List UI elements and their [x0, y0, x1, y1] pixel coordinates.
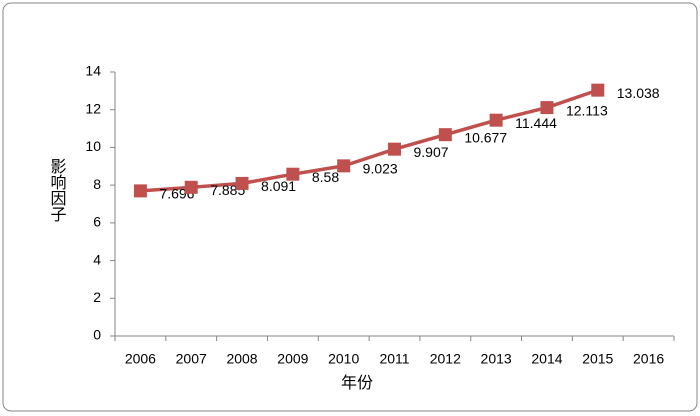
- x-tick-label: 2010: [328, 351, 359, 367]
- data-point: [337, 159, 351, 173]
- data-label: 9.907: [414, 144, 449, 160]
- data-label: 13.038: [617, 85, 660, 101]
- data-point: [133, 184, 147, 198]
- y-tick-label: 6: [93, 214, 101, 230]
- x-tick-label: 2012: [430, 351, 461, 367]
- data-label: 8.58: [312, 169, 339, 185]
- data-point: [489, 113, 503, 127]
- chart-border: [2, 2, 698, 412]
- data-label: 8.091: [261, 178, 296, 194]
- y-tick-label: 0: [93, 327, 101, 343]
- x-tick-label: 2011: [379, 351, 409, 367]
- data-point: [540, 101, 554, 115]
- x-tick-label: 2008: [226, 351, 257, 367]
- data-point: [184, 180, 198, 194]
- data-point: [286, 167, 300, 181]
- x-tick-label: 2015: [582, 351, 613, 367]
- y-tick-label: 2: [93, 289, 101, 305]
- y-tick-label: 4: [93, 251, 101, 267]
- x-tick-label: 2014: [531, 351, 562, 367]
- data-point: [388, 142, 401, 156]
- y-tick-label: 10: [85, 138, 101, 154]
- data-label: 10.677: [464, 129, 507, 145]
- x-tick-label: 2013: [481, 351, 512, 367]
- y-tick-label: 14: [85, 63, 101, 79]
- x-tick-label: 2016: [633, 351, 664, 367]
- data-point: [235, 176, 249, 190]
- y-tick-label: 8: [93, 176, 101, 192]
- data-point: [438, 128, 452, 142]
- data-label: 9.023: [363, 161, 398, 177]
- data-line: [140, 88, 599, 193]
- x-axis-label: 年份: [341, 374, 373, 392]
- y-axis-label: 影响因子: [48, 158, 67, 222]
- x-tick-label: 2007: [176, 351, 207, 367]
- y-tick-label: 12: [85, 100, 101, 116]
- x-tick-label: 2006: [125, 351, 156, 367]
- data-label: 11.444: [515, 115, 557, 131]
- x-tick-label: 2009: [277, 351, 308, 367]
- data-point: [591, 83, 605, 97]
- data-label: 12.113: [566, 102, 608, 118]
